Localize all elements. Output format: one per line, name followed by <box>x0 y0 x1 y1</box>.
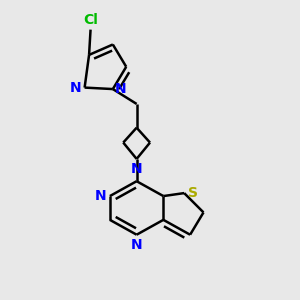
Text: N: N <box>131 162 142 176</box>
Text: N: N <box>70 81 82 94</box>
Text: S: S <box>188 186 198 200</box>
Text: N: N <box>95 189 107 203</box>
Text: N: N <box>131 238 142 252</box>
Text: Cl: Cl <box>83 13 98 27</box>
Text: N: N <box>115 82 126 96</box>
